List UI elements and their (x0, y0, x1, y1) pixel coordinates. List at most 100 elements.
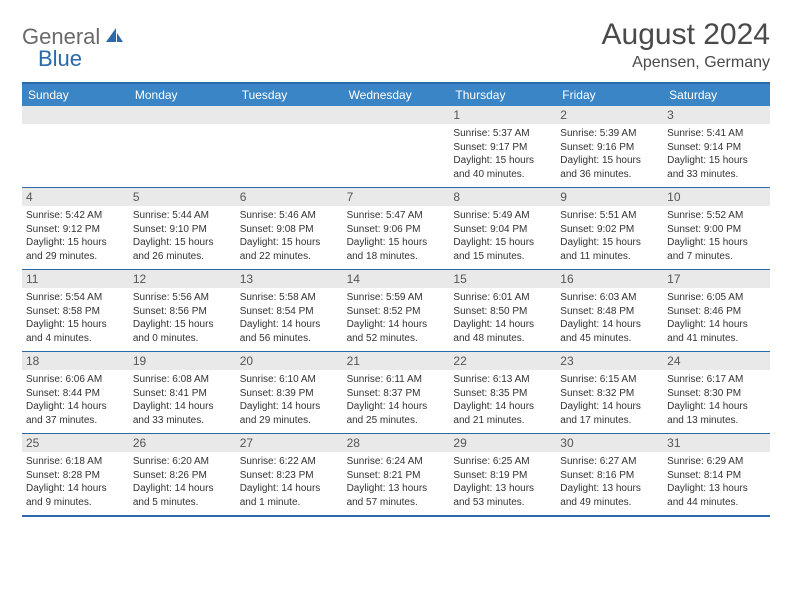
day-cell: 11Sunrise: 5:54 AMSunset: 8:58 PMDayligh… (22, 270, 129, 351)
sunrise-text: Sunrise: 6:03 AM (560, 291, 659, 305)
daylight-text: Daylight: 15 hours and 22 minutes. (240, 236, 339, 263)
day-number: 29 (449, 434, 556, 452)
sunrise-text: Sunrise: 5:59 AM (347, 291, 446, 305)
sunset-text: Sunset: 8:14 PM (667, 469, 766, 483)
sunrise-text: Sunrise: 6:17 AM (667, 373, 766, 387)
sunset-text: Sunset: 8:32 PM (560, 387, 659, 401)
sunset-text: Sunset: 8:44 PM (26, 387, 125, 401)
sunrise-text: Sunrise: 6:25 AM (453, 455, 552, 469)
sunrise-text: Sunrise: 6:24 AM (347, 455, 446, 469)
sunrise-text: Sunrise: 5:46 AM (240, 209, 339, 223)
daylight-text: Daylight: 14 hours and 33 minutes. (133, 400, 232, 427)
day-number: 16 (556, 270, 663, 288)
daylight-text: Daylight: 15 hours and 33 minutes. (667, 154, 766, 181)
daylight-text: Daylight: 14 hours and 9 minutes. (26, 482, 125, 509)
sunset-text: Sunset: 9:00 PM (667, 223, 766, 237)
weeks-container: 1Sunrise: 5:37 AMSunset: 9:17 PMDaylight… (22, 106, 770, 517)
daylight-text: Daylight: 15 hours and 40 minutes. (453, 154, 552, 181)
day-info: Sunrise: 5:46 AMSunset: 9:08 PMDaylight:… (240, 209, 339, 263)
day-number: 3 (663, 106, 770, 124)
daylight-text: Daylight: 14 hours and 17 minutes. (560, 400, 659, 427)
day-cell: 22Sunrise: 6:13 AMSunset: 8:35 PMDayligh… (449, 352, 556, 433)
day-cell: 30Sunrise: 6:27 AMSunset: 8:16 PMDayligh… (556, 434, 663, 515)
day-info: Sunrise: 6:06 AMSunset: 8:44 PMDaylight:… (26, 373, 125, 427)
day-info: Sunrise: 5:54 AMSunset: 8:58 PMDaylight:… (26, 291, 125, 345)
day-number: 20 (236, 352, 343, 370)
day-info: Sunrise: 6:10 AMSunset: 8:39 PMDaylight:… (240, 373, 339, 427)
day-cell: 19Sunrise: 6:08 AMSunset: 8:41 PMDayligh… (129, 352, 236, 433)
day-header: Monday (129, 84, 236, 106)
sunset-text: Sunset: 8:48 PM (560, 305, 659, 319)
day-number: 21 (343, 352, 450, 370)
sunset-text: Sunset: 8:26 PM (133, 469, 232, 483)
day-header: Saturday (663, 84, 770, 106)
day-cell: 13Sunrise: 5:58 AMSunset: 8:54 PMDayligh… (236, 270, 343, 351)
day-info: Sunrise: 5:41 AMSunset: 9:14 PMDaylight:… (667, 127, 766, 181)
day-number: 19 (129, 352, 236, 370)
day-header: Thursday (449, 84, 556, 106)
sunset-text: Sunset: 9:02 PM (560, 223, 659, 237)
day-cell: 1Sunrise: 5:37 AMSunset: 9:17 PMDaylight… (449, 106, 556, 187)
day-cell: 3 Sunrise: 5:41 AMSunset: 9:14 PMDaylight… (663, 106, 770, 187)
daylight-text: Daylight: 14 hours and 45 minutes. (560, 318, 659, 345)
day-cell: 26Sunrise: 6:20 AMSunset: 8:26 PMDayligh… (129, 434, 236, 515)
sunrise-text: Sunrise: 5:56 AM (133, 291, 232, 305)
day-cell: 10Sunrise: 5:52 AMSunset: 9:00 PMDayligh… (663, 188, 770, 269)
sunrise-text: Sunrise: 5:42 AM (26, 209, 125, 223)
day-cell: 27Sunrise: 6:22 AMSunset: 8:23 PMDayligh… (236, 434, 343, 515)
sunrise-text: Sunrise: 6:13 AM (453, 373, 552, 387)
day-header: Sunday (22, 84, 129, 106)
day-number: 2 (556, 106, 663, 124)
sunrise-text: Sunrise: 5:51 AM (560, 209, 659, 223)
day-number: 12 (129, 270, 236, 288)
day-number (343, 106, 450, 124)
sunrise-text: Sunrise: 6:06 AM (26, 373, 125, 387)
day-number: 27 (236, 434, 343, 452)
daylight-text: Daylight: 14 hours and 1 minute. (240, 482, 339, 509)
sunset-text: Sunset: 9:04 PM (453, 223, 552, 237)
daylight-text: Daylight: 13 hours and 49 minutes. (560, 482, 659, 509)
day-number: 28 (343, 434, 450, 452)
daylight-text: Daylight: 15 hours and 11 minutes. (560, 236, 659, 263)
day-number: 7 (343, 188, 450, 206)
day-number: 9 (556, 188, 663, 206)
day-number: 10 (663, 188, 770, 206)
day-info: Sunrise: 6:27 AMSunset: 8:16 PMDaylight:… (560, 455, 659, 509)
day-info: Sunrise: 5:59 AMSunset: 8:52 PMDaylight:… (347, 291, 446, 345)
daylight-text: Daylight: 14 hours and 52 minutes. (347, 318, 446, 345)
header: General August 2024 Apensen, Germany (22, 18, 770, 72)
daylight-text: Daylight: 14 hours and 37 minutes. (26, 400, 125, 427)
daylight-text: Daylight: 14 hours and 56 minutes. (240, 318, 339, 345)
sunrise-text: Sunrise: 5:49 AM (453, 209, 552, 223)
day-cell: 4Sunrise: 5:42 AMSunset: 9:12 PMDaylight… (22, 188, 129, 269)
daylight-text: Daylight: 13 hours and 44 minutes. (667, 482, 766, 509)
week-row: 25Sunrise: 6:18 AMSunset: 8:28 PMDayligh… (22, 434, 770, 517)
month-title: August 2024 (602, 18, 770, 52)
sunrise-text: Sunrise: 5:52 AM (667, 209, 766, 223)
location: Apensen, Germany (602, 54, 770, 72)
sunset-text: Sunset: 9:08 PM (240, 223, 339, 237)
day-number: 1 (449, 106, 556, 124)
day-cell: 8Sunrise: 5:49 AMSunset: 9:04 PMDaylight… (449, 188, 556, 269)
sunset-text: Sunset: 8:46 PM (667, 305, 766, 319)
day-number: 15 (449, 270, 556, 288)
sunset-text: Sunset: 8:16 PM (560, 469, 659, 483)
sunset-text: Sunset: 9:16 PM (560, 141, 659, 155)
day-info: Sunrise: 6:05 AMSunset: 8:46 PMDaylight:… (667, 291, 766, 345)
daylight-text: Daylight: 14 hours and 48 minutes. (453, 318, 552, 345)
day-header-row: SundayMondayTuesdayWednesdayThursdayFrid… (22, 84, 770, 106)
day-cell: 25Sunrise: 6:18 AMSunset: 8:28 PMDayligh… (22, 434, 129, 515)
day-cell: 16 Sunrise: 6:03 AMSunset: 8:48 PMDayligh… (556, 270, 663, 351)
day-info: Sunrise: 5:39 AMSunset: 9:16 PMDaylight:… (560, 127, 659, 181)
empty-cell (129, 106, 236, 187)
sunrise-text: Sunrise: 6:27 AM (560, 455, 659, 469)
daylight-text: Daylight: 14 hours and 13 minutes. (667, 400, 766, 427)
sunrise-text: Sunrise: 6:01 AM (453, 291, 552, 305)
sunset-text: Sunset: 8:30 PM (667, 387, 766, 401)
day-info: Sunrise: 6:24 AMSunset: 8:21 PMDaylight:… (347, 455, 446, 509)
sunrise-text: Sunrise: 6:11 AM (347, 373, 446, 387)
day-info: Sunrise: 6:01 AMSunset: 8:50 PMDaylight:… (453, 291, 552, 345)
logo-sail-icon (104, 26, 124, 49)
day-info: Sunrise: 5:42 AMSunset: 9:12 PMDaylight:… (26, 209, 125, 263)
day-cell: 24Sunrise: 6:17 AMSunset: 8:30 PMDayligh… (663, 352, 770, 433)
